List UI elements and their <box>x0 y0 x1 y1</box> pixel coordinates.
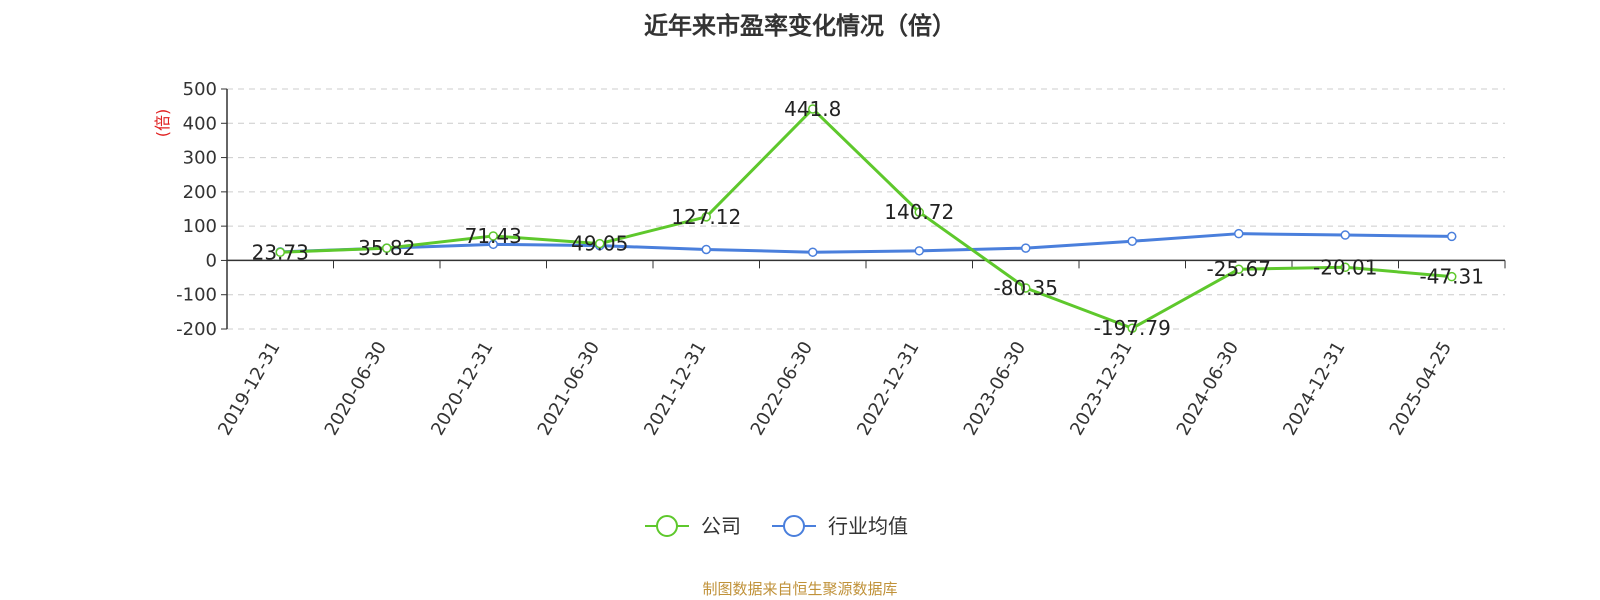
y-tick-label: 300 <box>183 148 217 169</box>
legend-label: 行业均值 <box>828 514 908 538</box>
data-point <box>382 243 392 253</box>
data-point <box>1447 231 1457 242</box>
x-tick-label: 2023-12-31 <box>1066 338 1136 439</box>
series-line-0 <box>280 107 1452 330</box>
y-tick-label: -200 <box>176 319 217 340</box>
y-tick-label: 400 <box>183 113 217 134</box>
data-point <box>488 231 498 241</box>
legend-item-0: 公司 <box>645 514 741 538</box>
data-point <box>808 104 818 114</box>
data-point <box>1340 230 1350 240</box>
data-point <box>1447 271 1457 282</box>
data-point <box>701 212 711 222</box>
series-line-1 <box>280 232 1452 254</box>
data-point <box>1234 264 1244 274</box>
data-point <box>1021 243 1031 253</box>
data-point <box>701 244 711 255</box>
legend-marker <box>656 515 678 537</box>
data-label: 71.43 <box>465 224 522 248</box>
x-tick-label: 2021-12-31 <box>640 338 710 439</box>
data-label: -47.31 <box>1420 265 1484 289</box>
data-point <box>275 247 285 258</box>
y-axis-label: (倍) <box>153 109 172 138</box>
x-tick-label: 2022-12-31 <box>853 338 923 439</box>
data-label: 23.73 <box>252 240 309 264</box>
data-point <box>1340 262 1350 273</box>
legend-item-1: 行业均值 <box>772 514 908 538</box>
data-label: 49.05 <box>571 232 628 256</box>
data-point <box>595 238 605 249</box>
data-label: 441.8 <box>784 97 841 121</box>
y-tick-label: 200 <box>183 182 217 203</box>
data-point <box>1127 236 1137 246</box>
data-label: -80.35 <box>994 276 1058 300</box>
data-label: 35.82 <box>358 236 415 260</box>
x-tick-label: 2020-06-30 <box>321 338 391 439</box>
data-label: 127.12 <box>671 205 741 229</box>
x-tick-label: 2020-12-31 <box>427 338 497 439</box>
data-point <box>1127 323 1137 333</box>
x-tick-label: 2024-12-31 <box>1279 338 1349 439</box>
x-tick-label: 2025-04-25 <box>1386 338 1456 439</box>
data-point <box>914 246 924 256</box>
data-point <box>808 247 818 257</box>
legend-marker <box>783 515 805 537</box>
x-tick-label: 2024-06-30 <box>1173 338 1243 439</box>
y-tick-label: 100 <box>183 216 217 237</box>
data-label: -197.79 <box>1094 316 1171 340</box>
data-point <box>1234 228 1244 239</box>
y-tick-label: 500 <box>183 79 217 100</box>
y-tick-label: 0 <box>206 250 217 271</box>
x-tick-label: 2022-06-30 <box>747 338 817 439</box>
data-label: -25.67 <box>1207 257 1271 281</box>
y-tick-label: -100 <box>176 285 217 306</box>
data-label: -20.01 <box>1313 255 1377 279</box>
legend-label: 公司 <box>701 514 741 538</box>
data-source-note: 制图数据来自恒生聚源数据库 <box>702 580 898 598</box>
x-tick-label: 2019-12-31 <box>214 338 284 439</box>
data-point <box>1021 283 1031 293</box>
x-tick-label: 2021-06-30 <box>534 338 604 439</box>
chart-title: 近年来市盈率变化情况（倍） <box>644 12 956 40</box>
data-point <box>914 207 924 217</box>
data-label: 140.72 <box>884 200 954 224</box>
x-tick-label: 2023-06-30 <box>960 338 1030 439</box>
